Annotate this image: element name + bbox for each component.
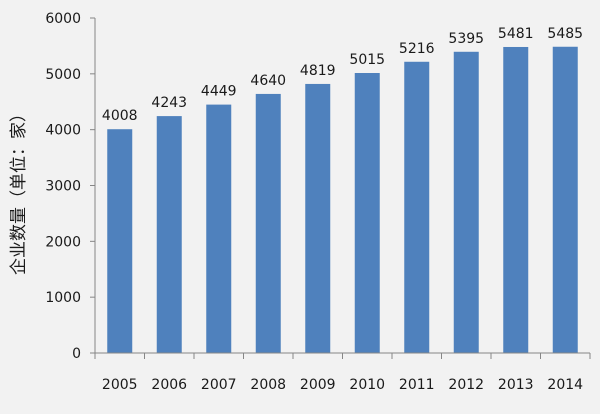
data-label-2006: 4243 bbox=[151, 95, 187, 111]
x-tick-label-2012: 2012 bbox=[448, 377, 484, 393]
bar-2009 bbox=[305, 83, 331, 353]
bar-2013 bbox=[503, 46, 529, 353]
y-tick-labels: 0 1000 2000 3000 4000 5000 6000 bbox=[45, 11, 81, 362]
data-label-2007: 4449 bbox=[201, 84, 237, 100]
data-label-2012: 5395 bbox=[448, 31, 484, 47]
bar-2011 bbox=[404, 61, 430, 354]
x-tick-label-2014: 2014 bbox=[547, 377, 583, 393]
y-tick-label-3000: 3000 bbox=[45, 179, 81, 195]
bar-2007 bbox=[206, 104, 232, 353]
data-labels: 4008 4243 4449 4640 4819 5015 5216 5395 5481 5485 bbox=[102, 26, 583, 124]
x-tick-label-2011: 2011 bbox=[399, 377, 435, 393]
data-label-2011: 5216 bbox=[399, 41, 435, 57]
data-label-2014: 5485 bbox=[547, 26, 583, 42]
x-tick-label-2006: 2006 bbox=[151, 377, 187, 393]
x-tick-labels: 2005 2006 2007 2008 2009 2010 2011 2012 2013 2014 bbox=[102, 377, 583, 393]
x-tick-label-2009: 2009 bbox=[300, 377, 336, 393]
bar-2008 bbox=[255, 93, 281, 354]
x-tick-label-2013: 2013 bbox=[498, 377, 534, 393]
axes-group bbox=[90, 17, 591, 359]
data-label-2005: 4008 bbox=[102, 108, 138, 124]
x-tick-label-2010: 2010 bbox=[349, 377, 385, 393]
x-tick-label-2008: 2008 bbox=[250, 377, 286, 393]
y-tick-label-1000: 1000 bbox=[45, 290, 81, 306]
bar-2010 bbox=[354, 73, 380, 353]
x-tick-label-2007: 2007 bbox=[201, 377, 237, 393]
bar-2012 bbox=[453, 51, 479, 353]
bar-2006 bbox=[156, 116, 182, 353]
y-tick-label-4000: 4000 bbox=[45, 123, 81, 139]
data-label-2013: 5481 bbox=[498, 26, 534, 42]
data-label-2008: 4640 bbox=[250, 73, 286, 89]
x-tick-label-2005: 2005 bbox=[102, 377, 138, 393]
y-tick-label-6000: 6000 bbox=[45, 11, 81, 27]
data-label-2010: 5015 bbox=[349, 52, 385, 68]
bars-group bbox=[107, 46, 578, 354]
y-tick-label-0: 0 bbox=[72, 346, 81, 362]
bar-2005 bbox=[107, 129, 133, 353]
y-tick-label-2000: 2000 bbox=[45, 234, 81, 250]
bar-2014 bbox=[552, 46, 578, 353]
y-tick-label-5000: 5000 bbox=[45, 67, 81, 83]
data-label-2009: 4819 bbox=[300, 63, 336, 79]
y-axis-title-group: 企业数量（单位：家） bbox=[9, 105, 29, 275]
y-axis-title: 企业数量（单位：家） bbox=[9, 105, 29, 275]
